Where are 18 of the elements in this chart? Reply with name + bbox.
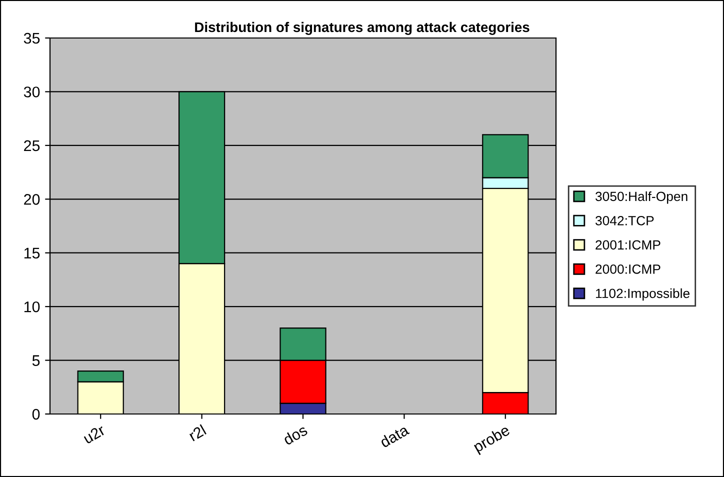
y-tick-label: 20: [24, 194, 40, 205]
y-tick-label: 25: [24, 140, 40, 152]
y-tick-label: 10: [24, 301, 40, 312]
x-tick-label: data: [379, 424, 410, 448]
y-tick-label: 30: [24, 86, 40, 98]
chart-title: Distribution of signatures among attack categories: [195, 22, 530, 35]
y-tick-label: 5: [32, 355, 40, 366]
legend-label: 3042:TCP: [595, 216, 654, 226]
y-tick-label: 35: [24, 32, 40, 44]
legend-label: 3050:Half-Open: [595, 191, 688, 204]
y-tick-label: 0: [32, 408, 40, 420]
x-tick-label: r2l: [188, 424, 206, 442]
legend-label: 2001:ICMP: [596, 240, 660, 250]
x-tick-label: u2r: [82, 424, 106, 444]
legend-label: 1102:Impossible: [596, 288, 690, 301]
x-tick-label: dos: [282, 424, 308, 446]
legend-label: 2000:ICMP: [596, 264, 660, 274]
y-tick-label: 15: [24, 248, 40, 259]
